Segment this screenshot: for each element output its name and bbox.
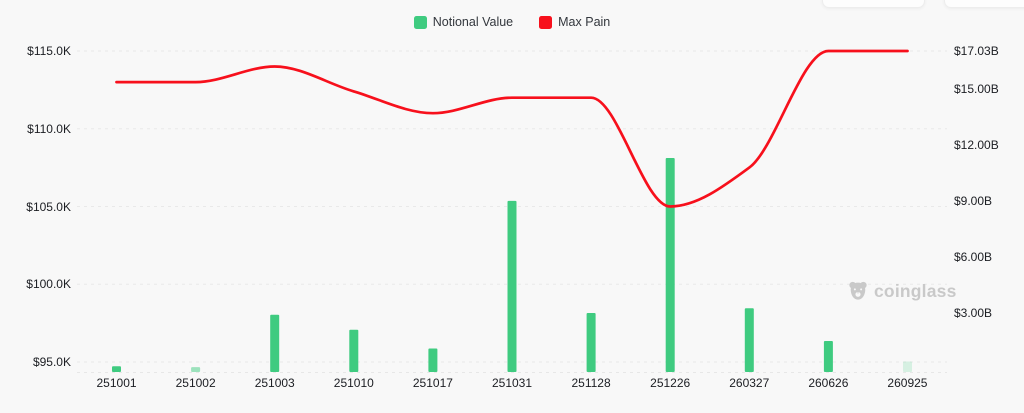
chart-legend: Notional Value Max Pain bbox=[0, 15, 1024, 29]
y-axis-right-label: $6.00B bbox=[954, 249, 993, 264]
y-axis-left-label: $100.0K bbox=[26, 277, 71, 292]
x-axis-label-251017: 251017 bbox=[412, 376, 453, 390]
notional-value-bar-251226[interactable] bbox=[665, 158, 675, 372]
x-axis-label-251128: 251128 bbox=[571, 376, 611, 390]
y-axis-left-label: $105.0K bbox=[26, 199, 71, 214]
x-axis-label-251001: 251001 bbox=[96, 376, 137, 390]
legend-item-notional-value[interactable]: Notional Value bbox=[413, 15, 514, 29]
x-axis-label-251226: 251226 bbox=[650, 376, 691, 390]
y-axis-right-label: $17.03B bbox=[954, 44, 999, 58]
notional-value-bar-260925[interactable] bbox=[903, 361, 912, 373]
y-axis-left-label: $95.0K bbox=[32, 355, 71, 369]
x-axis-label-251031: 251031 bbox=[491, 376, 533, 390]
x-axis-label-260925: 260925 bbox=[887, 376, 928, 390]
y-axis-right-label: $12.00B bbox=[954, 137, 999, 152]
y-axis-left-label: $110.0K bbox=[27, 121, 71, 136]
notional-value-bar-251010[interactable] bbox=[349, 329, 359, 372]
x-axis-label-251010: 251010 bbox=[333, 376, 374, 390]
x-axis-label-260327: 260327 bbox=[729, 376, 770, 390]
notional-value-bar-251002[interactable] bbox=[191, 367, 201, 372]
notional-value-bar-251031[interactable] bbox=[507, 200, 517, 372]
y-axis-right-label: $9.00B bbox=[954, 193, 993, 208]
legend-label-notional-value: Notional Value bbox=[432, 15, 514, 29]
max-pain-line[interactable] bbox=[115, 49, 909, 208]
legend-label-max-pain: Max Pain bbox=[558, 15, 611, 29]
notional-value-bar-251017[interactable] bbox=[428, 348, 438, 373]
notional-value-bar-260626[interactable] bbox=[823, 341, 833, 372]
toolbar-button-right[interactable] bbox=[944, 0, 1024, 8]
y-axis-right-label: $3.00B bbox=[954, 305, 993, 320]
notional-value-bar-251128[interactable] bbox=[586, 313, 596, 372]
max-pain-swatch-icon bbox=[539, 15, 553, 29]
y-axis-left-label: $115.0K bbox=[27, 44, 71, 58]
notional-value-bar-260327[interactable] bbox=[744, 308, 754, 372]
x-axis-label-251002: 251002 bbox=[175, 376, 216, 390]
x-axis-label-260626: 260626 bbox=[808, 376, 849, 390]
notional-value-bar-251003[interactable] bbox=[270, 314, 280, 372]
y-axis-right-label: $15.00B bbox=[954, 81, 999, 96]
legend-item-max-pain[interactable]: Max Pain bbox=[539, 15, 610, 29]
notional-value-bar-251001[interactable] bbox=[112, 366, 121, 372]
notional-value-swatch-icon bbox=[413, 15, 427, 29]
x-axis-label-251003: 251003 bbox=[254, 376, 295, 390]
